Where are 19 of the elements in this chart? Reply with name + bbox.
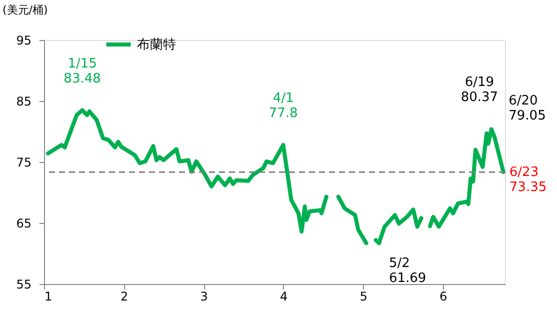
x-tick-label: 1 (44, 290, 52, 304)
y-tick-label: 85 (16, 94, 32, 108)
annotation: 6/23 73.35 (509, 165, 547, 196)
annotation: 5/2 61.69 (388, 256, 426, 286)
x-tick-label: 2 (120, 290, 128, 304)
y-tick-label: 95 (16, 34, 32, 48)
y-axis-title: (美元/桶) (2, 4, 48, 16)
annotation: 6/19 80.37 (460, 75, 498, 106)
annotation: 4/1 77.8 (268, 90, 298, 121)
annotation: 6/20 79.05 (508, 93, 546, 124)
x-tick-label: 5 (360, 290, 368, 304)
y-tick-label: 65 (16, 216, 32, 230)
y-tick-label: 55 (16, 278, 32, 292)
legend-label: 布蘭特 (137, 38, 176, 52)
x-tick-label: 6 (439, 290, 448, 304)
annotation: 1/15 83.48 (64, 56, 101, 86)
x-tick-label: 4 (280, 290, 288, 304)
y-tick-label: 75 (16, 156, 32, 170)
x-tick-label: 3 (200, 290, 208, 304)
